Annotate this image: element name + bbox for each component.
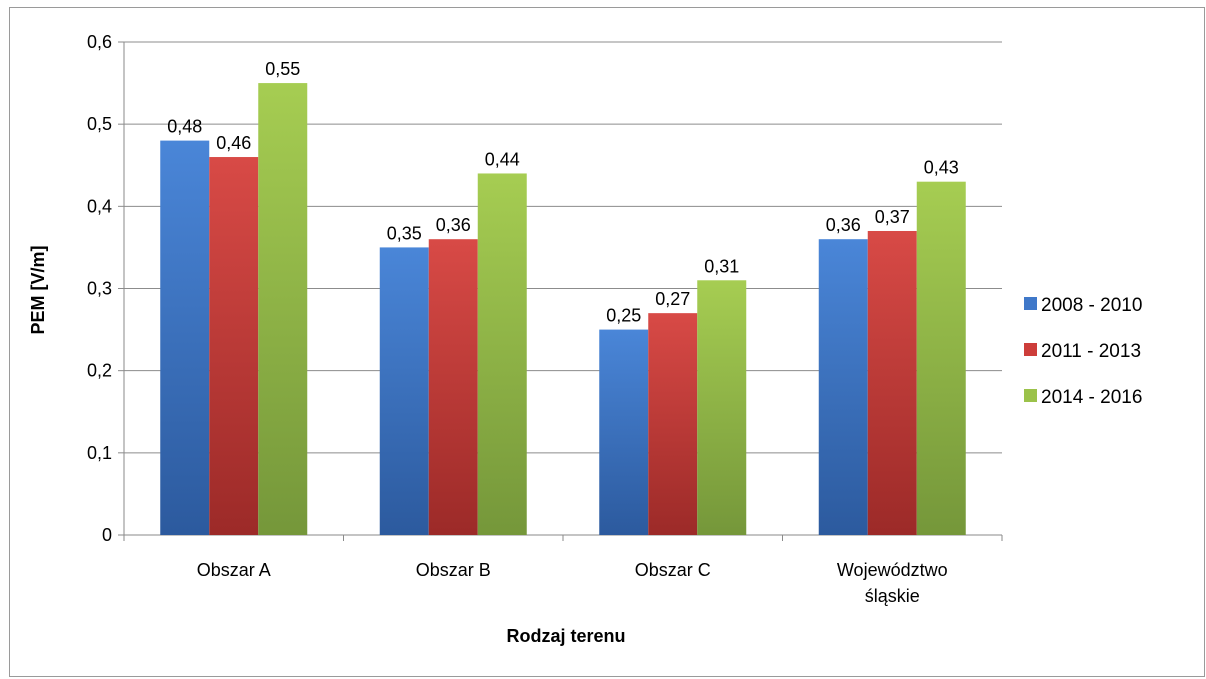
data-label: 0,48 <box>167 117 202 137</box>
legend-label: 2011 - 2013 <box>1041 341 1141 362</box>
bar <box>867 230 917 535</box>
x-tick-label: Obszar B <box>416 560 491 580</box>
legend-swatch <box>1024 389 1037 402</box>
legend-swatch <box>1024 343 1037 356</box>
data-label: 0,44 <box>485 149 520 169</box>
data-label: 0,43 <box>924 158 959 178</box>
bar <box>258 83 308 535</box>
bar <box>599 329 649 535</box>
x-tick-label: Województwo <box>837 560 948 580</box>
data-label: 0,31 <box>704 256 739 276</box>
data-labels: 0,48 0,46 0,55 0,35 0,36 0,44 0,25 0,27 0,31 0,36… <box>167 59 959 326</box>
y-axis-title: PEM [V/m] <box>28 245 48 334</box>
bar <box>428 239 478 535</box>
legend-label: 2008 - 2010 <box>1041 295 1142 316</box>
bars <box>160 83 966 536</box>
y-tick-label: 0,3 <box>87 279 112 299</box>
data-label: 0,36 <box>826 215 861 235</box>
bar <box>916 181 966 535</box>
data-label: 0,37 <box>875 207 910 227</box>
legend-swatch <box>1024 297 1037 310</box>
x-axis-title: Rodzaj terenu <box>506 626 625 646</box>
data-label: 0,25 <box>606 306 641 326</box>
bar <box>697 280 747 535</box>
y-tick-label: 0,2 <box>87 361 112 381</box>
bar <box>379 247 429 535</box>
bar <box>160 140 210 535</box>
x-tick-label: Obszar A <box>197 560 271 580</box>
x-tick-labels: Obszar A Obszar B Obszar C Województwo śląsk… <box>197 560 948 606</box>
x-tick-label: śląskie <box>865 586 920 606</box>
bar <box>818 239 868 535</box>
y-tick-label: 0,1 <box>87 443 112 463</box>
legend: 2008 - 2010 2011 - 2013 2014 - 2016 <box>1024 295 1142 408</box>
y-tick-label: 0,4 <box>87 196 112 216</box>
y-tick-labels: 0 0,1 0,2 0,3 0,4 0,5 0,6 <box>87 32 112 545</box>
bar <box>477 173 527 535</box>
x-tick-label: Obszar C <box>635 560 711 580</box>
bar <box>209 157 259 536</box>
data-label: 0,35 <box>387 223 422 243</box>
y-tick-label: 0 <box>102 525 112 545</box>
y-tick-label: 0,6 <box>87 32 112 52</box>
data-label: 0,36 <box>436 215 471 235</box>
data-label: 0,27 <box>655 289 690 309</box>
data-label: 0,46 <box>216 133 251 153</box>
data-label: 0,55 <box>265 59 300 79</box>
y-tick-label: 0,5 <box>87 114 112 134</box>
bar <box>648 313 698 535</box>
legend-label: 2014 - 2016 <box>1041 387 1142 408</box>
